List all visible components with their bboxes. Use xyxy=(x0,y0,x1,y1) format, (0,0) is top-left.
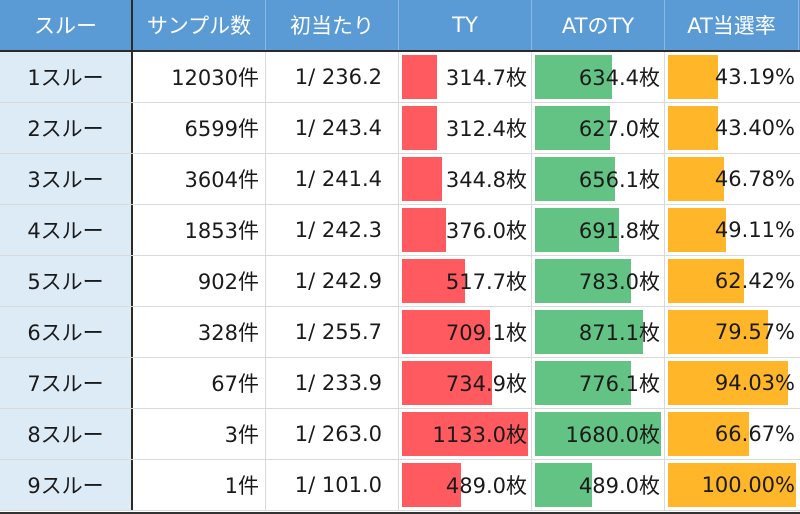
samples-cell: 3件 xyxy=(133,409,266,459)
at-rate-cell: 79.57% xyxy=(665,307,799,357)
at-ty-cell: 776.1枚 xyxy=(532,358,665,408)
samples-cell: 1件 xyxy=(133,460,266,510)
table-row: 6スルー 328件 1/ 255.7 709.1枚 871.1枚 79.57% xyxy=(0,307,800,358)
samples-cell: 328件 xyxy=(133,307,266,357)
through-cell: 1スルー xyxy=(0,52,133,102)
table-row: 9スルー 1件 1/ 101.0 489.0枚 489.0枚 100.00% xyxy=(0,460,800,511)
at-ty-cell: 691.8枚 xyxy=(532,205,665,255)
header-ty: TY xyxy=(399,0,532,50)
through-cell: 2スルー xyxy=(0,103,133,153)
at-ty-cell: 871.1枚 xyxy=(532,307,665,357)
ty-data-bar xyxy=(402,361,493,405)
ty-cell: 376.0枚 xyxy=(399,205,532,255)
at-ty-cell: 627.0枚 xyxy=(532,103,665,153)
ty-cell: 517.7枚 xyxy=(399,256,532,306)
through-cell: 3スルー xyxy=(0,154,133,204)
first-hit-cell: 1/ 242.9 xyxy=(266,256,399,306)
samples-cell: 67件 xyxy=(133,358,266,408)
through-cell: 6スルー xyxy=(0,307,133,357)
samples-cell: 12030件 xyxy=(133,52,266,102)
at-rate-cell: 66.67% xyxy=(665,409,799,459)
ty-cell: 312.4枚 xyxy=(399,103,532,153)
first-hit-cell: 1/ 233.9 xyxy=(266,358,399,408)
at-rate-data-bar xyxy=(668,55,719,99)
table-row: 7スルー 67件 1/ 233.9 734.9枚 776.1枚 94.03% xyxy=(0,358,800,409)
at-rate-data-bar xyxy=(668,412,750,456)
table-row: 1スルー 12030件 1/ 236.2 314.7枚 634.4枚 43.19… xyxy=(0,52,800,103)
ty-data-bar xyxy=(402,463,461,507)
first-hit-cell: 1/ 236.2 xyxy=(266,52,399,102)
ty-data-bar xyxy=(402,106,437,150)
header-at-ty: ATのTY xyxy=(532,0,665,50)
through-cell: 4スルー xyxy=(0,205,133,255)
ty-data-bar xyxy=(402,412,528,456)
through-cell: 9スルー xyxy=(0,460,133,510)
ty-cell: 344.8枚 xyxy=(399,154,532,204)
at-rate-data-bar xyxy=(668,463,796,507)
at-ty-cell: 783.0枚 xyxy=(532,256,665,306)
at-rate-cell: 46.78% xyxy=(665,154,799,204)
at-ty-cell: 634.4枚 xyxy=(532,52,665,102)
through-cell: 8スルー xyxy=(0,409,133,459)
samples-cell: 1853件 xyxy=(133,205,266,255)
at-ty-data-bar xyxy=(535,412,661,456)
at-ty-data-bar xyxy=(535,463,593,507)
at-rate-cell: 43.40% xyxy=(665,103,799,153)
at-rate-cell: 49.11% xyxy=(665,205,799,255)
first-hit-cell: 1/ 255.7 xyxy=(266,307,399,357)
ty-cell: 314.7枚 xyxy=(399,52,532,102)
samples-cell: 902件 xyxy=(133,256,266,306)
table-row: 4スルー 1853件 1/ 242.3 376.0枚 691.8枚 49.11% xyxy=(0,205,800,256)
ty-data-bar xyxy=(402,259,465,303)
header-at-rate: AT当選率 xyxy=(665,0,799,50)
first-hit-cell: 1/ 243.4 xyxy=(266,103,399,153)
table-header-row: スルー サンプル数 初当たり TY ATのTY AT当選率 xyxy=(0,0,800,52)
table-row: 8スルー 3件 1/ 263.0 1133.0枚 1680.0枚 66.67% xyxy=(0,409,800,460)
ty-cell: 1133.0枚 xyxy=(399,409,532,459)
header-samples: サンプル数 xyxy=(133,0,266,50)
at-rate-data-bar xyxy=(668,208,727,252)
at-ty-cell: 656.1枚 xyxy=(532,154,665,204)
at-ty-cell: 489.0枚 xyxy=(532,460,665,510)
table-row: 3スルー 3604件 1/ 241.4 344.8枚 656.1枚 46.78% xyxy=(0,154,800,205)
at-ty-data-bar xyxy=(535,259,631,303)
samples-cell: 3604件 xyxy=(133,154,266,204)
ty-data-bar xyxy=(402,157,443,201)
at-ty-data-bar xyxy=(535,55,613,99)
at-rate-cell: 62.42% xyxy=(665,256,799,306)
first-hit-cell: 1/ 242.3 xyxy=(266,205,399,255)
header-through: スルー xyxy=(0,0,133,50)
ty-data-bar xyxy=(402,55,437,99)
through-cell: 7スルー xyxy=(0,358,133,408)
at-rate-cell: 100.00% xyxy=(665,460,799,510)
ty-cell: 709.1枚 xyxy=(399,307,532,357)
first-hit-cell: 1/ 263.0 xyxy=(266,409,399,459)
at-rate-cell: 43.19% xyxy=(665,52,799,102)
at-rate-cell: 94.03% xyxy=(665,358,799,408)
at-ty-cell: 1680.0枚 xyxy=(532,409,665,459)
at-rate-data-bar xyxy=(668,157,724,201)
at-ty-data-bar xyxy=(535,157,615,201)
at-rate-data-bar xyxy=(668,106,719,150)
header-first-hit: 初当たり xyxy=(266,0,399,50)
ty-data-bar xyxy=(402,208,447,252)
through-cell: 5スルー xyxy=(0,256,133,306)
samples-cell: 6599件 xyxy=(133,103,266,153)
ty-cell: 489.0枚 xyxy=(399,460,532,510)
ty-cell: 734.9枚 xyxy=(399,358,532,408)
at-ty-data-bar xyxy=(535,361,631,405)
at-rate-data-bar xyxy=(668,310,768,354)
ty-data-bar xyxy=(402,310,490,354)
first-hit-cell: 1/ 241.4 xyxy=(266,154,399,204)
at-ty-data-bar xyxy=(535,310,643,354)
table-row: 5スルー 902件 1/ 242.9 517.7枚 783.0枚 62.42% xyxy=(0,256,800,307)
at-rate-data-bar xyxy=(668,361,788,405)
table-row: 2スルー 6599件 1/ 243.4 312.4枚 627.0枚 43.40% xyxy=(0,103,800,154)
at-ty-data-bar xyxy=(535,106,610,150)
at-ty-data-bar xyxy=(535,208,619,252)
first-hit-cell: 1/ 101.0 xyxy=(266,460,399,510)
at-rate-data-bar xyxy=(668,259,744,303)
